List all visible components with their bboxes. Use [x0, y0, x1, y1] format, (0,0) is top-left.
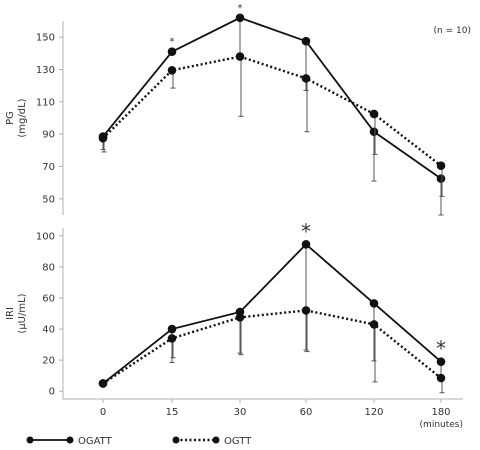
data-point [167, 47, 177, 57]
pg-y-axis-label-line: (mg/dL) [17, 98, 28, 137]
x-unit-label: (minutes) [420, 420, 463, 430]
data-point [301, 36, 311, 46]
significance-marker: * [436, 337, 446, 361]
x-tick-label: 60 [300, 407, 313, 418]
x-axis: 0 15 30 60 120 180 [63, 398, 463, 418]
x-tick-label: 30 [234, 407, 247, 418]
pg-series-ogtt [98, 52, 446, 197]
data-point [436, 357, 446, 366]
data-point [436, 161, 446, 170]
iri-y-tick-label: 60 [42, 293, 55, 304]
iri-y-axis-label-line: (μU/mL) [17, 293, 28, 333]
pg-y-tick-label: 110 [36, 97, 55, 108]
series-line [102, 16, 442, 180]
legend-item-ogtt: OGTT [172, 436, 252, 447]
iri-series-ogatt: ** [98, 219, 446, 388]
data-point [167, 66, 177, 75]
legend: OGATT OGTT [26, 436, 252, 447]
data-point [369, 320, 379, 329]
iri-y-tick-label: 40 [42, 325, 55, 336]
x-tick-label: 0 [100, 407, 106, 418]
series-line [102, 309, 442, 385]
x-tick-label: 180 [431, 407, 450, 418]
x-tick-label: 15 [166, 407, 179, 418]
data-point [167, 324, 177, 334]
data-point [369, 109, 379, 119]
data-point [301, 74, 311, 83]
sample-size-note: (n = 10) [434, 26, 471, 36]
pg-y-tick-label: 150 [36, 33, 55, 44]
legend-swatch-dot [66, 436, 74, 444]
iri-y-tick-label: 20 [42, 356, 55, 367]
pg-y-tick-label: 130 [36, 65, 55, 76]
iri-y-tick-label: 80 [42, 262, 55, 273]
data-point [301, 306, 311, 315]
data-point [167, 334, 177, 343]
legend-label: OGATT [78, 436, 113, 447]
pg-y-tick-label: 50 [42, 194, 55, 205]
iri-y-axis-label-line: IRI [5, 307, 16, 320]
significance-marker: * [238, 3, 243, 14]
pg-series-ogatt: ** [98, 3, 446, 216]
legend-swatch-dot [212, 436, 220, 444]
data-point [98, 133, 108, 143]
significance-marker: * [170, 37, 175, 48]
legend-swatch-dot [172, 436, 180, 444]
iri-series-ogtt [98, 306, 446, 394]
data-point [369, 127, 379, 137]
significance-marker: * [301, 219, 311, 243]
legend-label: OGTT [224, 436, 252, 447]
iri-y-tick-label: 0 [49, 387, 55, 398]
iri-y-axis-label: IRI(μU/mL) [5, 293, 28, 333]
data-point [98, 379, 108, 388]
data-point [436, 373, 446, 383]
legend-swatch-dot [26, 436, 34, 444]
data-point [369, 299, 379, 308]
data-point [235, 13, 245, 23]
pg-y-tick-label: 70 [42, 162, 55, 173]
pg-y-axis-label-line: PG [5, 111, 16, 125]
pg-y-axis-label: PG(mg/dL) [5, 98, 28, 137]
iri-y-tick-label: 100 [36, 231, 55, 242]
data-point [436, 174, 446, 183]
data-point [235, 52, 245, 61]
x-tick-label: 120 [364, 407, 383, 418]
legend-item-ogatt: OGATT [26, 436, 113, 447]
data-point [301, 240, 311, 249]
series-line [102, 243, 442, 385]
pg-y-tick-label: 90 [42, 130, 55, 141]
data-point [235, 313, 245, 322]
